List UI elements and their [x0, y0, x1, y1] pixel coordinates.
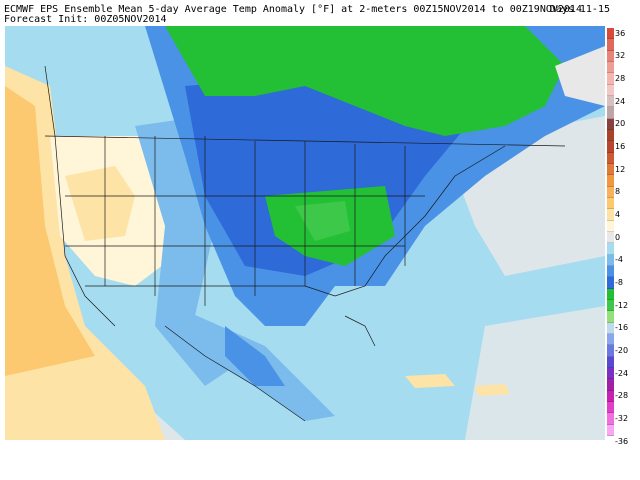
legend-swatch	[607, 322, 614, 334]
legend-swatch	[607, 356, 614, 368]
map-title: ECMWF EPS Ensemble Mean 5-day Average Te…	[4, 4, 582, 15]
legend-swatch	[607, 368, 614, 380]
legend-tick-label: 32	[615, 51, 626, 61]
legend-tick-label: -4	[615, 255, 623, 265]
legend-tick-label: 4	[615, 210, 621, 219]
mexico-cold-core	[225, 326, 285, 386]
legend-tick-label: 8	[615, 187, 621, 197]
legend-swatch	[607, 186, 614, 198]
legend-swatch	[607, 300, 614, 312]
great-basin-warm-area	[65, 166, 135, 241]
legend-tick-label: -20	[615, 346, 629, 355]
legend-swatch	[607, 50, 614, 62]
legend-swatch	[607, 254, 614, 266]
legend-tick-label: 24	[615, 96, 626, 106]
legend-swatch	[607, 141, 614, 153]
legend-tick-label: -28	[615, 391, 629, 401]
legend-swatch	[607, 311, 614, 323]
hispaniola-warm-area	[475, 384, 510, 396]
legend-swatch	[607, 288, 614, 300]
midwest-cold-core	[295, 201, 350, 241]
legend-swatch	[607, 62, 614, 74]
legend-swatch	[607, 277, 614, 289]
legend-swatch	[607, 39, 614, 51]
legend-tick-label: 16	[615, 142, 626, 151]
legend-tick-label: 0	[615, 232, 621, 242]
legend-tick-label: 36	[615, 28, 626, 38]
legend-tick-label: 28	[615, 74, 626, 83]
legend-tick-label: -24	[615, 368, 629, 378]
legend-swatch	[607, 413, 614, 425]
anomaly-map-canvas	[5, 26, 605, 440]
gulf-atlantic-coastline	[304, 145, 506, 297]
legend-swatch	[607, 152, 614, 164]
florida-coastline	[344, 315, 376, 347]
legend-tick-label: -16	[615, 323, 629, 333]
legend-tick-label: 12	[615, 164, 626, 174]
legend-swatch	[607, 209, 614, 221]
legend-swatch	[607, 73, 614, 85]
canada-very-cold-area	[165, 26, 565, 136]
legend-tick-label: -32	[615, 414, 629, 423]
legend-swatch	[607, 164, 614, 176]
legend-swatch	[607, 424, 614, 436]
legend-swatch	[607, 107, 614, 119]
legend-swatch	[607, 345, 614, 357]
legend-tick-label: -36	[615, 436, 629, 446]
legend-swatch	[607, 402, 614, 414]
legend-swatch	[607, 334, 614, 346]
legend-swatch	[607, 84, 614, 96]
legend-tick-label: -8	[615, 278, 623, 287]
political-borders	[44, 65, 566, 422]
forecast-days-label: Days 11-15	[549, 4, 610, 15]
legend-swatch	[607, 243, 614, 255]
pacific-coastline	[54, 135, 116, 327]
pacific-warm-core	[5, 86, 95, 376]
mexico-coastline	[164, 325, 306, 422]
legend-swatch	[607, 266, 614, 278]
forecast-init-label: Forecast Init: 00Z05NOV2014	[4, 14, 167, 25]
temperature-anomaly-map	[5, 26, 605, 440]
caribbean-warm-island	[405, 374, 455, 388]
legend-swatch	[607, 232, 614, 244]
coastline	[44, 65, 56, 137]
northeast-neutral-area	[555, 46, 605, 106]
color-scale-legend: 36 32 28 24 20 16 12 8 4 0 -4 -8 -12 -16 -20 -24 -28 -32 -…	[607, 26, 640, 445]
legend-swatch	[607, 28, 614, 40]
legend-swatch	[607, 379, 614, 391]
legend-swatch	[607, 118, 614, 130]
caribbean-neutral-area	[465, 306, 605, 440]
legend-tick-label: 20	[615, 119, 626, 129]
legend-swatch	[607, 130, 614, 142]
legend-swatch	[607, 175, 614, 187]
legend-swatch	[607, 198, 614, 210]
legend-tick-label: -12	[615, 300, 629, 310]
legend-swatch	[607, 96, 614, 108]
legend-swatch	[607, 220, 614, 232]
map-header: ECMWF EPS Ensemble Mean 5-day Average Te…	[0, 0, 640, 26]
legend-swatch	[607, 390, 614, 402]
